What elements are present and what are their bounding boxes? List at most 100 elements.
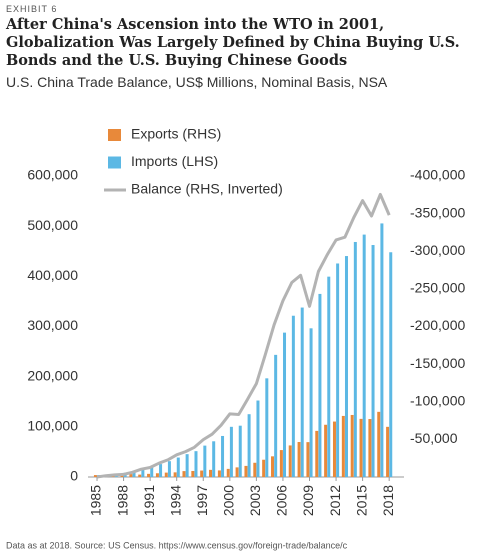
bar <box>359 418 363 477</box>
legend-swatch <box>108 129 121 141</box>
chart-title: After China's Ascension into the WTO in … <box>6 16 460 69</box>
y2-tick-label: -300,000 <box>410 242 465 258</box>
x-tick-label: 2006 <box>274 485 290 516</box>
bar <box>300 307 304 477</box>
x-tick-label: 2000 <box>221 485 237 516</box>
x-tick-label: 1994 <box>167 485 183 516</box>
x-tick-label: 2009 <box>300 485 316 516</box>
bar <box>336 263 340 477</box>
bar <box>185 454 189 477</box>
bar <box>147 473 151 477</box>
legend-swatch <box>108 156 121 169</box>
y2-tick-label: -100,000 <box>410 392 465 408</box>
bar <box>182 471 186 477</box>
y-tick-label: 200,000 <box>27 367 78 383</box>
y-tick-label: 400,000 <box>27 267 78 283</box>
x-tick-label: 2012 <box>327 485 343 516</box>
bar <box>253 462 257 477</box>
legend-label: Imports (LHS) <box>131 153 218 169</box>
bar <box>221 435 225 477</box>
bar <box>265 378 269 477</box>
bar <box>191 470 195 477</box>
bar <box>212 441 216 477</box>
chart-subtitle: U.S. China Trade Balance, US$ Millions, … <box>6 74 388 90</box>
bar <box>274 354 278 477</box>
bar <box>247 414 251 477</box>
bar <box>283 332 287 477</box>
legend-label: Balance (RHS, Inverted) <box>131 181 283 197</box>
y-tick-label: 100,000 <box>27 418 78 434</box>
bar <box>159 464 163 477</box>
bar <box>132 470 136 477</box>
y-tick-label: 0 <box>70 468 78 484</box>
bar <box>344 256 348 477</box>
header: EXHIBIT 6 After China's Ascension into t… <box>6 2 496 92</box>
bar <box>217 470 221 477</box>
bar <box>368 419 372 477</box>
bar <box>238 425 242 477</box>
bar <box>262 459 266 477</box>
bar <box>279 450 283 477</box>
bar <box>386 426 390 477</box>
y-tick-label: 300,000 <box>27 317 78 333</box>
bar <box>271 456 275 477</box>
bar <box>138 474 142 477</box>
x-tick-label: 2003 <box>247 485 263 516</box>
bar <box>341 415 345 477</box>
y2-tick-label: -350,000 <box>410 204 465 220</box>
x-tick-label: 1997 <box>194 485 210 516</box>
bar <box>297 442 301 477</box>
legend-label: Exports (RHS) <box>131 126 221 142</box>
bar <box>306 442 310 477</box>
bar <box>256 400 260 477</box>
bar <box>226 468 230 477</box>
y2-tick-label: -400,000 <box>410 167 465 183</box>
bar <box>164 472 168 477</box>
bar <box>350 414 354 477</box>
x-tick-label: 1988 <box>114 485 130 516</box>
y-tick-label: 600,000 <box>27 167 78 183</box>
bar <box>209 469 213 477</box>
bar <box>141 469 145 477</box>
y-tick-label: 500,000 <box>27 217 78 233</box>
x-tick-label: 2015 <box>353 485 369 516</box>
bar <box>244 465 248 477</box>
y2-tick-label: -200,000 <box>410 317 465 333</box>
source-note: Data as at 2018. Source: US Census. http… <box>6 540 348 550</box>
y2-tick-label: -50,000 <box>410 430 458 446</box>
x-tick-label: 1991 <box>141 485 157 516</box>
bar <box>324 424 328 477</box>
bar <box>380 223 384 477</box>
bar <box>371 245 375 477</box>
exhibit-label: EXHIBIT 6 <box>6 4 58 14</box>
x-tick-label: 1985 <box>88 485 104 516</box>
y2-tick-label: -150,000 <box>410 355 465 371</box>
bar <box>235 467 239 477</box>
balance-line <box>96 192 391 479</box>
bar <box>194 451 198 477</box>
bar <box>353 241 357 477</box>
bar <box>229 426 233 477</box>
x-tick-label: 2018 <box>380 485 396 516</box>
y2-tick-label: -250,000 <box>410 280 465 296</box>
bar <box>332 421 336 477</box>
bar <box>200 470 204 477</box>
bar <box>389 252 393 477</box>
bar <box>377 411 381 477</box>
chart: Data as at 2018. Source: US Census. http… <box>6 126 465 551</box>
bar <box>315 430 319 477</box>
bar <box>150 467 154 477</box>
bar <box>288 445 292 477</box>
bar <box>362 234 366 477</box>
bar <box>173 472 177 477</box>
bar <box>318 293 322 477</box>
bar <box>167 461 171 477</box>
bar <box>309 328 313 477</box>
bar <box>327 276 331 477</box>
bar <box>155 473 159 477</box>
bar <box>176 457 180 477</box>
bar <box>291 315 295 477</box>
bar <box>93 475 97 477</box>
bar <box>129 474 133 477</box>
